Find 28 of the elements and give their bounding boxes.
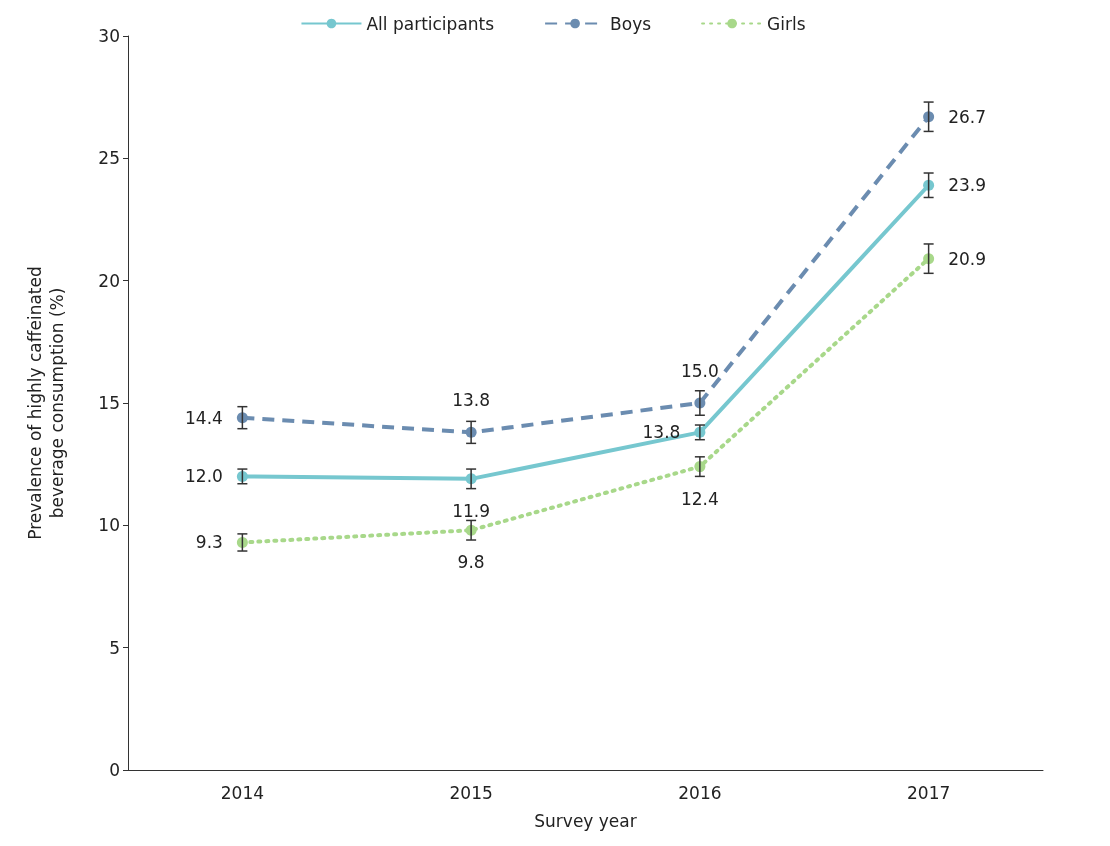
y-tick-label: 30 (98, 26, 120, 46)
data-label: 23.9 (948, 175, 986, 196)
x-tick-label: 2016 (678, 782, 722, 803)
y-tick-label: 5 (109, 637, 120, 658)
data-label: 20.9 (948, 248, 986, 269)
data-label: 14.4 (185, 407, 223, 428)
data-label: 13.8 (452, 390, 491, 411)
y-tick-label: 15 (98, 393, 120, 413)
legend-label: All participants (366, 13, 495, 34)
data-label: 26.7 (948, 106, 986, 127)
data-label: 11.9 (452, 500, 491, 521)
legend-label: Boys (610, 13, 652, 34)
x-axis-title: Survey year (534, 810, 637, 831)
x-tick-label: 2015 (449, 782, 493, 803)
x-tick-label: 2014 (220, 782, 265, 803)
y-tick-label: 0 (109, 760, 120, 780)
x-tick-label: 2017 (906, 782, 951, 803)
y-tick-label: 20 (98, 270, 120, 291)
y-tick-label: 25 (98, 148, 120, 169)
data-label: 15.0 (680, 361, 719, 381)
data-label: 9.8 (457, 552, 485, 573)
y-axis-title: Prevalence of highly caffeinated beverage consumption (%) (25, 266, 67, 540)
data-label: 9.3 (195, 532, 223, 553)
y-tick-label: 10 (98, 515, 120, 536)
data-label: 12.4 (680, 488, 719, 509)
data-label: 12.0 (185, 466, 223, 487)
data-label: 13.8 (642, 422, 681, 443)
legend-label: Girls (767, 13, 806, 34)
